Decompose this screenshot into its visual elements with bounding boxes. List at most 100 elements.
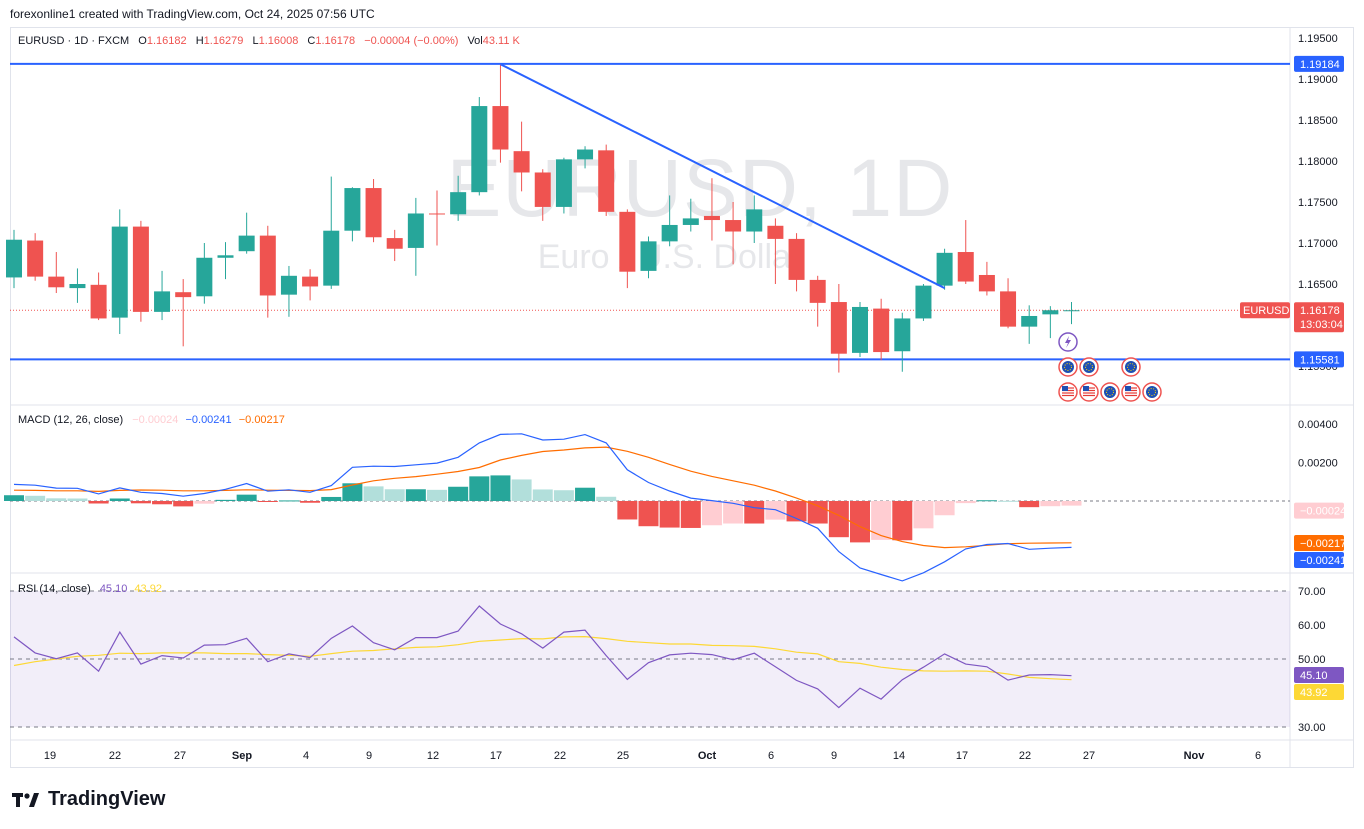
event-us-icon — [1079, 382, 1099, 402]
main-legend[interactable]: EURUSD · 1D · FXCM O1.16182 H1.16279 L1.… — [18, 35, 520, 47]
rsi-value-tag: 45.10 — [1294, 667, 1344, 683]
rsi-ma-tag-text: 43.92 — [1300, 687, 1328, 699]
time-tick-label: 17 — [956, 750, 968, 762]
candle-body — [175, 292, 192, 298]
macd-histogram-bar — [998, 500, 1019, 502]
macd-histogram-bar — [427, 489, 447, 501]
candle-body — [915, 285, 932, 319]
macd-histogram-bar — [659, 501, 680, 528]
legend-volume-label: Vol — [467, 35, 483, 47]
legend-high-value: 1.16279 — [203, 35, 244, 47]
candle-body — [725, 220, 742, 232]
macd-histogram-bar — [934, 501, 955, 516]
candle-body — [471, 106, 488, 193]
macd-signal-tag: −0.00217 — [1294, 535, 1346, 551]
candle-body — [640, 241, 657, 271]
legend-high-label: H — [195, 35, 204, 47]
price-tick-label: 1.19000 — [1298, 74, 1338, 86]
axes: 1.19500 1.19000 1.18500 1.18000 1.17500 1.170… — [44, 33, 1338, 762]
rsi-value-tag-box — [1294, 667, 1344, 683]
time-tick-label: 17 — [490, 750, 502, 762]
macd-histogram-bar — [88, 501, 109, 504]
rsi-legend[interactable]: RSI (14, close) 45.10 43.92 — [18, 583, 162, 595]
time-tick-label: 25 — [617, 750, 629, 762]
candle-body — [344, 188, 361, 231]
candle-body — [894, 318, 911, 352]
time-tick-label: 27 — [174, 750, 186, 762]
candle-body — [1021, 315, 1038, 327]
macd-hist-tag-text: −0.00024 — [1300, 506, 1346, 518]
macd-histogram-bar — [236, 494, 257, 501]
resistance-price-tag-box — [1294, 55, 1344, 72]
legend-change: −0.00004 (−0.00%) — [364, 35, 459, 47]
macd-line-tag-box — [1294, 552, 1344, 568]
event-us-icon — [1058, 382, 1078, 402]
macd-line-tag: −0.00241 — [1294, 552, 1346, 568]
candle-body — [69, 284, 86, 289]
candle-body — [492, 106, 509, 150]
time-tick-label: 4 — [303, 750, 309, 762]
candle-body — [682, 218, 699, 225]
horizontal-lines — [10, 62, 1290, 361]
candle-body — [323, 230, 340, 286]
legend-symbol[interactable]: EURUSD · 1D · FXCM — [18, 35, 130, 47]
rsi-title[interactable]: RSI (14, close) — [18, 583, 91, 595]
chart-frame[interactable] — [10, 27, 1354, 768]
grid-lines — [10, 28, 1354, 768]
support-price-tag-text: 1.15581 — [1300, 354, 1340, 366]
macd-histogram-bar — [723, 501, 744, 524]
current-price-tag-text: 1.16178 — [1300, 305, 1340, 317]
candle-body — [111, 226, 128, 318]
macd-title[interactable]: MACD (12, 26, close) — [18, 414, 124, 426]
candle-body — [365, 188, 382, 238]
macd-histogram-bar — [67, 498, 88, 501]
candle-body — [577, 149, 594, 160]
macd-histogram-bar — [300, 501, 321, 503]
tradingview-logo-text: TradingView — [48, 788, 166, 810]
macd-histogram-bar — [913, 501, 934, 529]
current-price-tag-text: 13:03:04 — [1300, 319, 1343, 331]
price-tick-label: 1.18000 — [1298, 156, 1338, 168]
candle-body — [936, 252, 953, 286]
macd-histogram-bar — [617, 501, 638, 520]
time-tick-label: 9 — [831, 750, 837, 762]
candle-body — [27, 240, 44, 277]
macd-hist-value: −0.00024 — [132, 414, 179, 426]
macd-histogram-bar — [490, 475, 511, 501]
candle-body — [746, 209, 763, 232]
macd-histogram-bar — [405, 489, 426, 501]
resistance-price-tag: 1.19184 — [1294, 55, 1344, 72]
macd-histogram-bar — [384, 489, 405, 501]
rsi-line — [13, 605, 1072, 709]
macd-histogram-bar — [850, 501, 870, 543]
macd-tick-label: 0.00400 — [1298, 419, 1338, 431]
time-tick-label: 14 — [893, 750, 905, 762]
tradingview-logo[interactable]: TradingView — [12, 788, 165, 811]
event-us-icon — [1062, 386, 1068, 391]
candle-body — [873, 308, 890, 353]
macd-histogram-bar — [976, 500, 997, 502]
event-eu-icon — [1083, 361, 1095, 373]
support-price-tag: 1.15581 — [1294, 351, 1344, 368]
macd-legend[interactable]: MACD (12, 26, close) −0.00024 −0.00241 −… — [18, 414, 285, 426]
event-eu-icon — [1125, 361, 1137, 373]
candle-body — [957, 252, 974, 282]
candle-body — [598, 150, 615, 212]
macd-tick-label: 0.00200 — [1298, 458, 1338, 470]
candle-body — [788, 238, 805, 280]
candle-body — [703, 215, 720, 221]
price-tick-label: 1.16500 — [1298, 279, 1338, 291]
macd-signal-tag-box — [1294, 535, 1344, 551]
legend-close-label: C — [307, 35, 316, 47]
candle-body — [1063, 310, 1080, 312]
price-tick-label: 1.17500 — [1298, 197, 1338, 209]
trendline-segment — [499, 63, 946, 289]
macd-pane — [4, 433, 1290, 582]
candle-body — [280, 275, 297, 295]
macd-histogram-bar — [553, 490, 574, 501]
event-eu-icon — [1064, 363, 1072, 371]
rsi-tick-label: 70.00 — [1298, 586, 1326, 598]
macd-hist-tag-box — [1294, 502, 1344, 519]
candle-body — [767, 225, 784, 239]
